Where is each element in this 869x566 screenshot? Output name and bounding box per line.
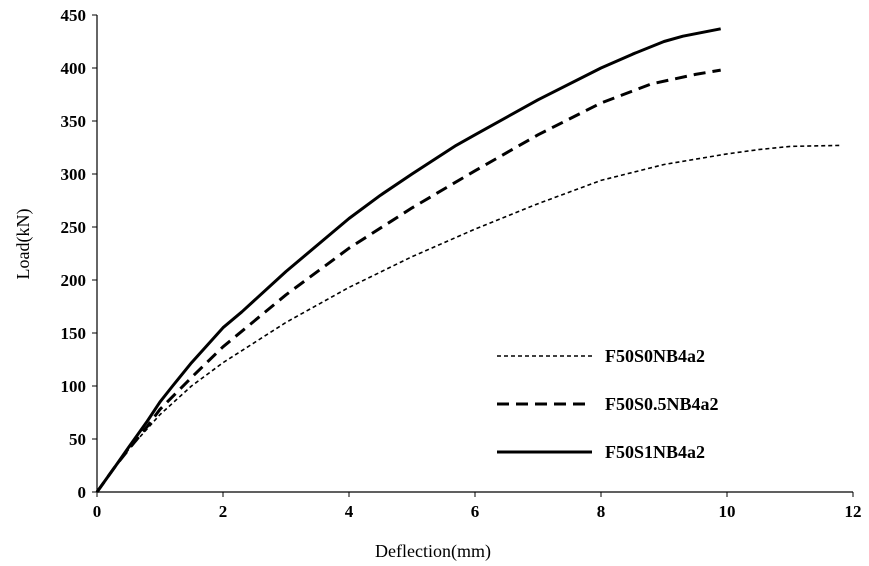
chart-series-group xyxy=(95,27,841,493)
series-line-1 xyxy=(96,144,841,493)
x-tick-label: 10 xyxy=(719,502,736,521)
x-tick-label: 4 xyxy=(345,502,354,521)
series-line-3 xyxy=(95,27,721,493)
chart-legend: F50S0NB4a2 F50S0.5NB4a2 F50S1NB4a2 xyxy=(497,346,719,462)
chart-axes xyxy=(96,15,853,493)
x-axis-title: Deflection(mm) xyxy=(375,541,491,562)
y-tick-label: 150 xyxy=(61,324,87,343)
legend-label-3: F50S1NB4a2 xyxy=(605,442,705,462)
x-tick-label: 6 xyxy=(471,502,480,521)
y-tick-label: 200 xyxy=(61,271,87,290)
y-tick-label: 250 xyxy=(61,218,87,237)
y-tick-label: 450 xyxy=(61,6,87,25)
y-axis-title: Load(kN) xyxy=(13,209,34,280)
y-tick-label: 400 xyxy=(61,59,87,78)
legend-label-1: F50S0NB4a2 xyxy=(605,346,705,366)
x-tick-label: 8 xyxy=(597,502,606,521)
x-tick-label: 2 xyxy=(219,502,228,521)
legend-label-2: F50S0.5NB4a2 xyxy=(605,394,719,414)
x-tick-label: 12 xyxy=(845,502,862,521)
y-tick-label: 100 xyxy=(61,377,87,396)
y-tick-label: 350 xyxy=(61,112,87,131)
series-line-2 xyxy=(95,68,721,493)
chart-ticks: 0 50 100 150 200 250 300 350 400 450 0 2 4 6 8 10 12 xyxy=(61,6,862,521)
y-tick-label: 50 xyxy=(69,430,86,449)
x-tick-label: 0 xyxy=(93,502,102,521)
y-tick-label: 0 xyxy=(78,483,87,502)
y-tick-label: 300 xyxy=(61,165,87,184)
